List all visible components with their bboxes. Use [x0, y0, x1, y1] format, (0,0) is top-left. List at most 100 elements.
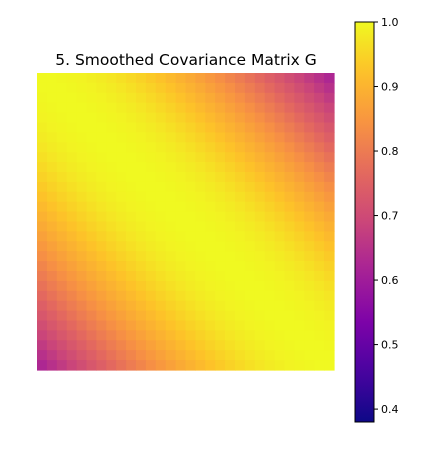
heatmap-cell [37, 92, 48, 104]
heatmap-cell [225, 221, 236, 232]
heatmap-cell [86, 231, 97, 242]
heatmap-cell [136, 261, 147, 272]
heatmap-cell [116, 221, 127, 232]
heatmap-cell [264, 122, 276, 133]
heatmap-cell [284, 201, 295, 213]
heatmap-cell [205, 112, 216, 124]
heatmap-cell [195, 251, 206, 262]
heatmap-cell [225, 102, 236, 114]
heatmap-cell [274, 261, 286, 272]
heatmap-cell [126, 132, 137, 143]
heatmap-cell [274, 310, 286, 322]
heatmap-cell [86, 201, 97, 213]
heatmap-cell [126, 251, 137, 262]
heatmap-cell [66, 102, 78, 114]
heatmap-cell [155, 330, 167, 341]
heatmap-cell [284, 172, 295, 183]
heatmap-cell [126, 350, 137, 361]
heatmap-cell [324, 271, 335, 282]
heatmap-cell [244, 271, 256, 282]
colorbar-bar [354, 21, 375, 423]
heatmap-cell [56, 112, 68, 124]
heatmap-cell [264, 132, 276, 143]
heatmap-cell [66, 280, 78, 292]
heatmap-cell [244, 132, 256, 143]
heatmap-cell [284, 132, 295, 143]
heatmap-cell [284, 231, 295, 242]
heatmap-cell [304, 132, 315, 143]
heatmap-cell [215, 360, 226, 371]
heatmap-cell [324, 142, 335, 153]
heatmap-cell [126, 300, 137, 312]
heatmap-cell [96, 122, 107, 133]
heatmap-cell [205, 290, 216, 302]
heatmap-cell [175, 102, 187, 114]
heatmap-cell [96, 221, 107, 232]
heatmap-cell [145, 350, 157, 361]
heatmap-cell [37, 360, 48, 371]
heatmap-cell [304, 162, 315, 173]
heatmap-cell [195, 162, 206, 173]
heatmap-cell [86, 251, 97, 262]
heatmap-cell [145, 271, 157, 282]
heatmap-cell [264, 271, 276, 282]
heatmap-cell [264, 340, 276, 351]
heatmap-cell [155, 211, 167, 223]
heatmap-cell [215, 142, 226, 153]
heatmap-cell [165, 330, 177, 341]
heatmap-cell [116, 201, 127, 213]
heatmap-cell [254, 132, 266, 143]
heatmap-cell [37, 251, 48, 262]
heatmap-cell [314, 340, 325, 351]
heatmap-cell [145, 221, 157, 232]
heatmap-cell [294, 152, 305, 163]
heatmap-cell [324, 181, 335, 193]
heatmap-cell [324, 112, 335, 124]
heatmap-cell [145, 112, 157, 124]
heatmap-cell [314, 350, 325, 361]
heatmap-cell [116, 102, 127, 114]
heatmap-cell [324, 290, 335, 302]
heatmap-cell [86, 330, 97, 341]
heatmap-cell [244, 310, 256, 322]
heatmap-cell [145, 92, 157, 104]
heatmap-cell [46, 162, 58, 173]
heatmap-cell [165, 82, 177, 94]
heatmap-cell [195, 73, 206, 84]
heatmap-cell [66, 290, 78, 302]
heatmap-cell [314, 320, 325, 331]
heatmap-cell [294, 181, 305, 193]
heatmap-cell [165, 122, 177, 133]
heatmap-cell [116, 191, 127, 203]
heatmap-cell [116, 211, 127, 223]
heatmap-cell [274, 152, 286, 163]
heatmap-cell [215, 73, 226, 84]
heatmap-cell [284, 122, 295, 133]
heatmap-cell [205, 300, 216, 312]
heatmap-cell [46, 231, 58, 242]
heatmap-cell [106, 340, 117, 351]
heatmap-cell [86, 310, 97, 322]
heatmap-cell [37, 211, 48, 223]
heatmap-cell [126, 172, 137, 183]
heatmap-cell [264, 261, 276, 272]
heatmap-cell [175, 211, 187, 223]
heatmap-cell [304, 231, 315, 242]
heatmap-cell [235, 221, 246, 232]
colorbar-tick-label: 0.9 [381, 81, 399, 94]
heatmap-cell [175, 162, 187, 173]
heatmap-cell [185, 191, 196, 203]
heatmap-cell [175, 201, 187, 213]
heatmap-cell [155, 82, 167, 94]
heatmap-cell [185, 211, 196, 223]
heatmap-cell [136, 201, 147, 213]
heatmap-cell [96, 310, 107, 322]
heatmap-cell [304, 201, 315, 213]
heatmap-cell [215, 112, 226, 124]
heatmap-cell [46, 132, 58, 143]
heatmap-cell [294, 92, 305, 104]
heatmap-cell [244, 360, 256, 371]
heatmap-cell [244, 290, 256, 302]
heatmap-cell [76, 162, 88, 173]
heatmap-cell [56, 221, 68, 232]
